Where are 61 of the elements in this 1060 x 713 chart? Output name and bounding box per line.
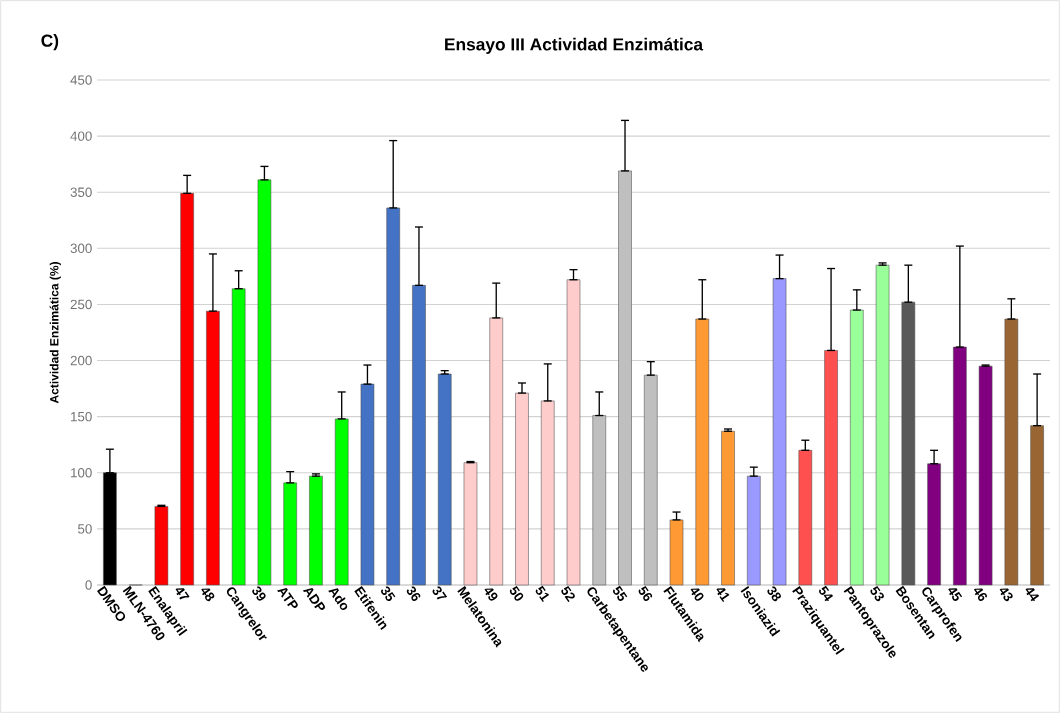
- bar: [540, 400, 555, 586]
- bar: [386, 207, 400, 586]
- bar: [180, 193, 194, 586]
- x-tick-label: 41: [716, 588, 730, 603]
- x-tick-label: 48: [201, 588, 215, 602]
- bar: [618, 170, 632, 586]
- bar: [927, 463, 941, 586]
- bar: [231, 288, 246, 586]
- bar: [283, 482, 297, 586]
- bar: [515, 392, 529, 586]
- text: C): [41, 34, 59, 51]
- bar: [412, 285, 426, 586]
- bar: [850, 309, 864, 586]
- bar: [798, 450, 813, 586]
- bar: [592, 415, 607, 586]
- x-tick-label: 44: [1025, 588, 1040, 602]
- y-tick-label: 300: [70, 243, 92, 254]
- chart-title: Ensayo III Actividad Enzimática: [445, 37, 704, 54]
- bar: [154, 506, 169, 586]
- bar: [1030, 425, 1044, 586]
- x-tick-label: 36: [406, 586, 421, 602]
- y-tick-label: 350: [70, 187, 92, 197]
- x-tick-label: 46: [973, 588, 987, 602]
- bar: [721, 430, 735, 586]
- bar: [206, 310, 220, 586]
- bar: [824, 350, 838, 586]
- bar: [901, 301, 916, 586]
- bar: [644, 374, 658, 586]
- y-tick-label: 100: [71, 468, 92, 478]
- bar: [747, 475, 761, 586]
- y-axis-title: Actividad Enzimática (%): [49, 262, 61, 404]
- x-tick-label: ADP: [302, 588, 325, 610]
- x-tick-label: ATP: [277, 588, 298, 608]
- y-tick-label: 450: [70, 75, 92, 85]
- bar: [772, 278, 787, 586]
- bar: [360, 383, 375, 586]
- bar: [437, 373, 452, 586]
- bar: [257, 179, 272, 586]
- bar: [334, 418, 349, 586]
- x-tick-label: Ado: [328, 588, 348, 611]
- x-tick-label: 37: [432, 586, 448, 600]
- bar: [309, 475, 323, 586]
- x-tick-label: 52: [561, 585, 575, 603]
- y-tick-label: 400: [70, 131, 92, 141]
- bar: [489, 317, 503, 586]
- bar: [953, 346, 967, 586]
- x-tick-label: 50: [509, 585, 524, 601]
- x-tick-label: 43: [999, 588, 1013, 602]
- bar: [463, 462, 478, 586]
- bar: [978, 365, 993, 586]
- bar: [695, 318, 710, 586]
- bar: [875, 264, 890, 586]
- x-tick-label: 51: [535, 585, 550, 603]
- bar: [669, 519, 684, 586]
- bar: [1004, 318, 1019, 586]
- y-tick-label: 200: [70, 355, 92, 366]
- y-tick-label: 150: [71, 411, 92, 422]
- y-tick-label: 250: [70, 299, 92, 310]
- y-tick-label: 50: [78, 524, 92, 534]
- bar: [566, 279, 581, 586]
- y-tick-label: 0: [85, 580, 92, 590]
